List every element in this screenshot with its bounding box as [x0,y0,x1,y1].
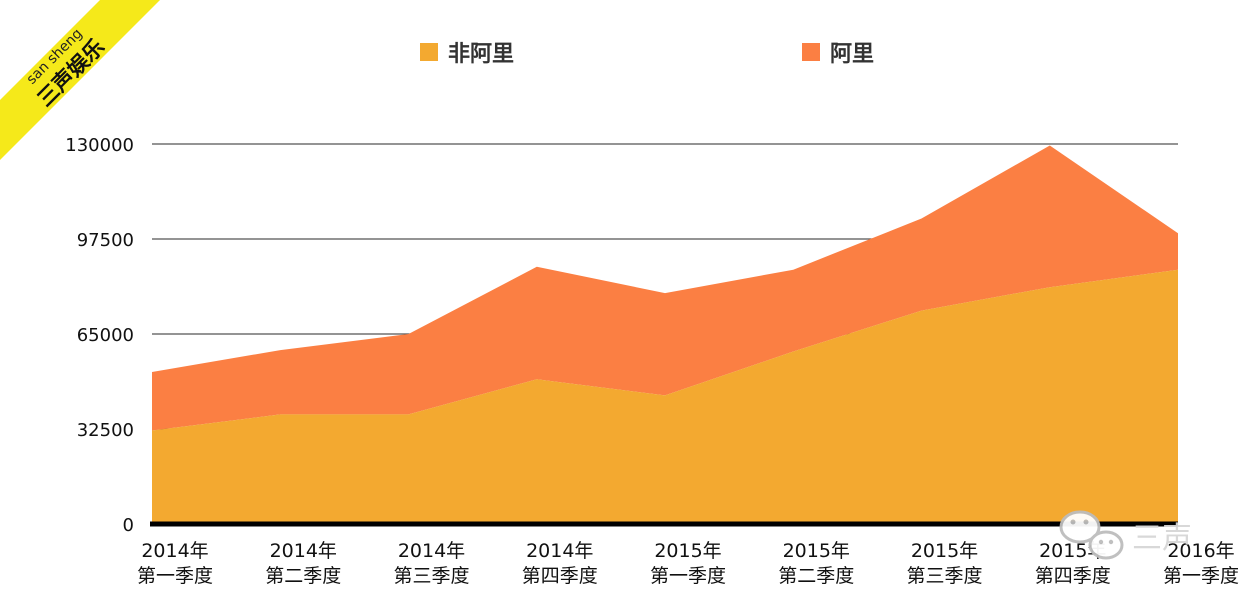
series-area-non-ali [152,269,1178,524]
legend: 非阿里 阿里 [420,42,874,67]
y-tick-label: 32500 [77,420,134,441]
legend-label-ali: 阿里 [830,42,874,67]
y-axis: 0 32500 65000 97500 130000 [65,135,134,536]
x-category-label: 2014年第二季度 [265,540,341,587]
legend-swatch-non-ali [420,43,438,61]
y-tick-label: 97500 [77,230,134,251]
x-category-label: 2014年第一季度 [137,540,213,587]
x-category-label: 2016年第一季度 [1163,540,1239,587]
y-tick-label: 130000 [65,135,134,156]
brand-banner-band [0,0,160,160]
x-category-label: 2015年第三季度 [906,540,982,587]
x-axis: 2014年第一季度 2014年第二季度 2014年第三季度 2014年第四季度 2015… [137,540,1239,587]
wechat-icon [1059,510,1124,560]
legend-label-non-ali: 非阿里 [448,42,514,67]
legend-swatch-ali [802,43,820,61]
x-category-label: 2014年第三季度 [393,540,469,587]
watermark-text: 三声 [1132,521,1192,556]
x-category-label: 2014年第四季度 [522,540,598,587]
watermark: 三声 [1059,510,1192,560]
x-category-label: 2015年第四季度 [1035,540,1111,587]
plot-area [152,145,1178,524]
x-category-label: 2015年第二季度 [778,540,854,587]
y-tick-label: 0 [123,515,134,536]
x-category-label: 2015年第一季度 [650,540,726,587]
y-tick-label: 65000 [77,325,134,346]
series-area-ali [152,145,1178,431]
